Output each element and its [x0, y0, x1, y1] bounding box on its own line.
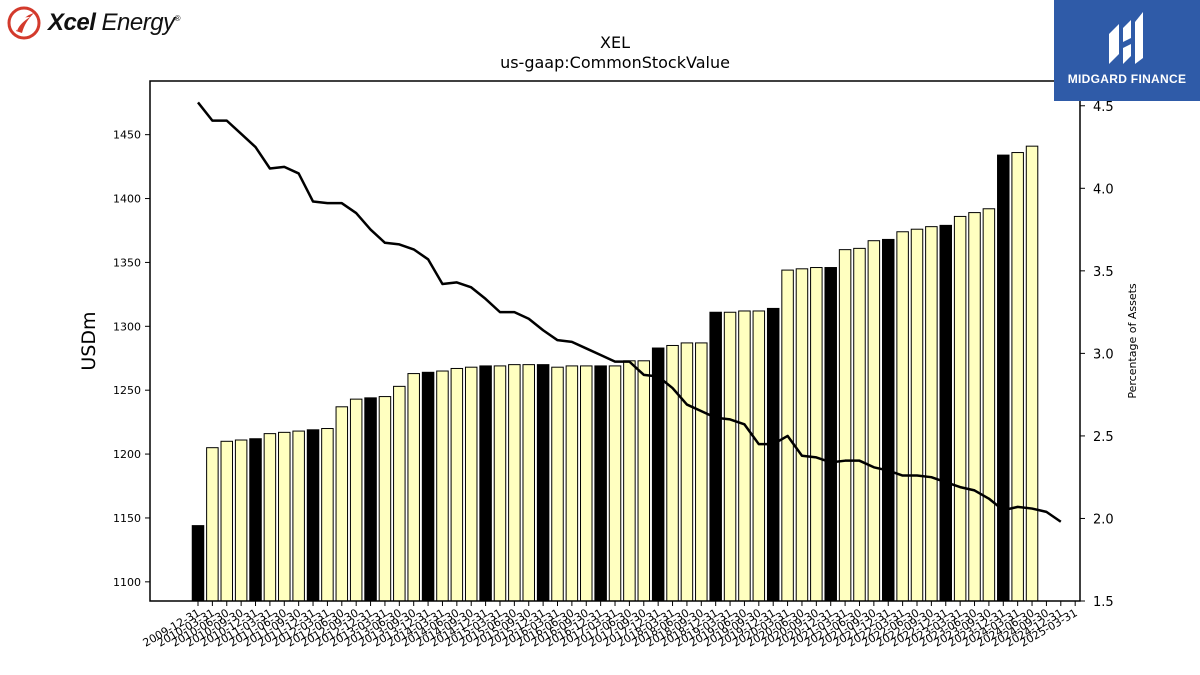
chart-title: XEL: [600, 33, 630, 52]
bar: [982, 208, 996, 602]
bar: [680, 342, 694, 602]
y2-tick-label: 4.0: [1093, 182, 1114, 197]
bar: [594, 365, 607, 602]
bar: [997, 154, 1010, 602]
bar: [608, 365, 622, 602]
y-tick-label: 1400: [113, 193, 141, 206]
bar: [364, 397, 377, 602]
bar: [335, 406, 349, 602]
y-tick-label: 1300: [113, 320, 141, 333]
y-tick-label: 1200: [113, 448, 141, 461]
bar: [421, 371, 435, 602]
percentage-line: [197, 101, 1062, 523]
xcel-flame-icon: [7, 6, 41, 40]
y2-tick-label: 3.5: [1093, 265, 1114, 280]
y-tick-label: 1450: [113, 129, 141, 142]
y-tick-label: 1100: [113, 576, 141, 589]
chart-subtitle: us-gaap:CommonStockValue: [500, 53, 730, 72]
bar: [651, 347, 665, 602]
y2-axis-label: Percentage of Assets: [1126, 283, 1139, 399]
bar: [752, 310, 766, 602]
bar: [968, 212, 981, 602]
bar: [321, 428, 334, 602]
bar: [436, 370, 449, 602]
y2-tick-label: 2.0: [1093, 512, 1114, 527]
logo-text: Xcel Energy®: [48, 9, 181, 36]
bar: [623, 360, 636, 602]
bar: [925, 226, 938, 602]
y2-tick-label: 1.5: [1093, 595, 1114, 610]
bar: [738, 310, 751, 602]
midgard-logo-icon: [1109, 12, 1143, 64]
bar: [234, 439, 248, 602]
bar: [810, 267, 823, 602]
bar: [249, 438, 262, 602]
bar: [896, 231, 909, 602]
bar: [220, 440, 234, 602]
bar: [206, 447, 219, 602]
bar: [1011, 152, 1024, 602]
bar: [551, 366, 564, 602]
y2-tick-label: 3.0: [1093, 347, 1114, 362]
midgard-finance-badge: MIDGARD FINANCE: [1054, 0, 1200, 101]
y-tick-label: 1350: [113, 256, 141, 269]
bar: [292, 430, 305, 602]
bar: [278, 431, 291, 602]
y-tick-label: 1250: [113, 384, 141, 397]
bar: [407, 373, 420, 602]
bar: [824, 267, 837, 602]
y2-tick-label: 2.5: [1093, 430, 1114, 445]
bar: [838, 249, 852, 602]
bar: [1025, 145, 1039, 602]
bar: [953, 215, 967, 602]
bar: [565, 365, 579, 602]
bar: [522, 364, 535, 602]
y-axis-label: USDm: [78, 311, 100, 370]
bar: [881, 238, 895, 602]
xcel-energy-logo: Xcel Energy®: [6, 4, 181, 42]
bar: [306, 429, 320, 602]
bar: [263, 433, 277, 602]
bar: [853, 247, 866, 602]
bar: [191, 525, 205, 602]
bar: [464, 366, 478, 602]
bar: [536, 364, 550, 602]
bar: [378, 396, 392, 602]
badge-label: MIDGARD FINANCE: [1067, 72, 1187, 86]
y2-tick-label: 4.5: [1093, 100, 1114, 115]
bar: [349, 398, 363, 602]
bar: [450, 367, 464, 602]
bar: [867, 240, 881, 602]
y-tick-label: 1150: [113, 512, 141, 525]
bar: [709, 311, 722, 602]
bar: [580, 365, 593, 602]
bar: [939, 224, 953, 602]
bar: [695, 342, 708, 602]
bar: [795, 268, 809, 602]
bar: [493, 365, 507, 602]
bar: [766, 307, 780, 602]
bar: [479, 365, 492, 602]
bar: [637, 360, 651, 602]
bar: [508, 364, 521, 602]
bar: [393, 385, 406, 602]
bar: [723, 311, 737, 602]
bar: [910, 228, 924, 602]
